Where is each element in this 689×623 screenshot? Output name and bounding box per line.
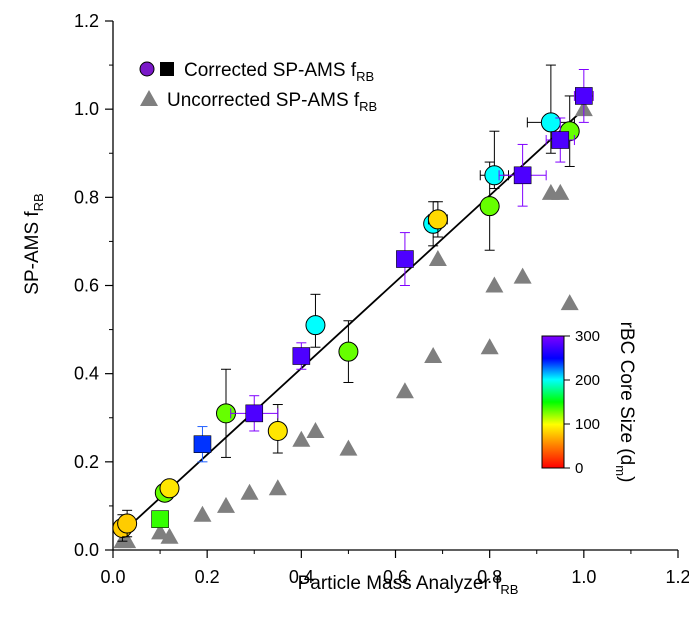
uncorrected-triangle-point xyxy=(151,523,170,540)
corrected-circle-point xyxy=(305,315,326,336)
colorbar-tick-label: 200 xyxy=(575,372,600,389)
uncorrected-triangle-point xyxy=(240,483,259,500)
corrected-square-point xyxy=(292,347,311,365)
uncorrected-triangle-point xyxy=(306,421,325,438)
y-tick-label: 0.8 xyxy=(74,187,99,207)
corrected-circle-point xyxy=(267,420,288,441)
uncorrected-triangle-point xyxy=(480,338,499,355)
uncorrected-triangle-point xyxy=(560,294,579,311)
uncorrected-triangle-point xyxy=(268,479,287,496)
legend-square-icon xyxy=(160,62,174,76)
x-axis-title-sub: RB xyxy=(500,582,518,597)
corrected-square-point xyxy=(551,131,570,149)
uncorrected-triangle-point xyxy=(485,276,504,293)
y-tick-label: 0.6 xyxy=(74,276,99,296)
y-tick-label: 0.4 xyxy=(74,364,99,384)
corrected-square-point xyxy=(575,87,593,105)
x-tick-label: 1.0 xyxy=(571,567,596,587)
colorbar-title: rBC Core Size (dm) xyxy=(613,322,637,483)
x-tick-label: 0.0 xyxy=(100,567,125,587)
x-tick-label: 0.4 xyxy=(289,567,314,587)
colorbar: 0 100 200 300 rBC Core Size (dm) xyxy=(541,322,637,483)
y-axis-title-sub: RB xyxy=(31,193,46,211)
colorbar-gradient xyxy=(541,335,565,469)
y-tick-label: 0.2 xyxy=(74,452,99,472)
corrected-square-point xyxy=(396,250,414,268)
colorbar-tick-label: 300 xyxy=(575,328,600,345)
corrected-circle-point xyxy=(479,196,500,217)
uncorrected-triangle-point xyxy=(513,267,532,284)
uncorrected-triangle-point xyxy=(118,532,137,549)
y-tick-label: 0.0 xyxy=(74,540,99,560)
x-tick-label: 0.8 xyxy=(477,567,502,587)
corrected-circle-point xyxy=(540,112,561,133)
y-tick-label: 1.2 xyxy=(74,11,99,31)
colorbar-tick-label: 100 xyxy=(575,416,600,433)
corrected-circle-point xyxy=(117,513,138,534)
colorbar-tick-label: 0 xyxy=(575,460,583,477)
uncorrected-triangle-point xyxy=(292,430,311,447)
uncorrected-triangle-point xyxy=(428,250,447,267)
corrected-square-point xyxy=(513,166,532,185)
legend: Corrected SP-AMS fRB Uncorrected SP-AMS … xyxy=(139,60,377,114)
uncorrected-triangle-point xyxy=(424,347,443,364)
colorbar-ticks: 0 100 200 300 xyxy=(564,328,600,477)
legend-corrected-label: Corrected SP-AMS fRB xyxy=(184,60,374,84)
x-axis-title: Particle Mass Analyzer fRB xyxy=(298,573,519,597)
corrected-square-point xyxy=(151,510,169,528)
uncorrected-triangle-point xyxy=(193,505,212,522)
uncorrected-triangle-point xyxy=(551,183,570,200)
uncorrected-triangle-point xyxy=(339,439,358,456)
x-tick-label: 1.2 xyxy=(665,567,689,587)
legend-triangle-icon xyxy=(140,90,158,106)
corrected-square-point xyxy=(193,435,212,454)
uncorrected-triangle-point xyxy=(395,382,414,399)
corrected-circle-point xyxy=(338,341,359,362)
y-axis-title: SP-AMS fRB xyxy=(22,193,46,294)
x-tick-label: 0.2 xyxy=(195,567,220,587)
legend-uncorrected-label: Uncorrected SP-AMS fRB xyxy=(167,90,377,114)
data-marks xyxy=(112,64,594,549)
y-tick-label: 1.0 xyxy=(74,99,99,119)
axes: 0.0 0.2 0.4 0.6 0.8 1.0 1.2 0.0 0.2 0.4 0.6 0.8 1.0 1… xyxy=(74,11,689,587)
legend-circle-icon xyxy=(139,61,155,77)
corrected-circle-point xyxy=(427,209,448,230)
corrected-square-point xyxy=(245,404,264,423)
x-tick-label: 0.6 xyxy=(383,567,408,587)
corrected-circle-point xyxy=(159,478,180,499)
uncorrected-triangle-point xyxy=(160,527,179,544)
uncorrected-triangle-point xyxy=(217,496,235,513)
